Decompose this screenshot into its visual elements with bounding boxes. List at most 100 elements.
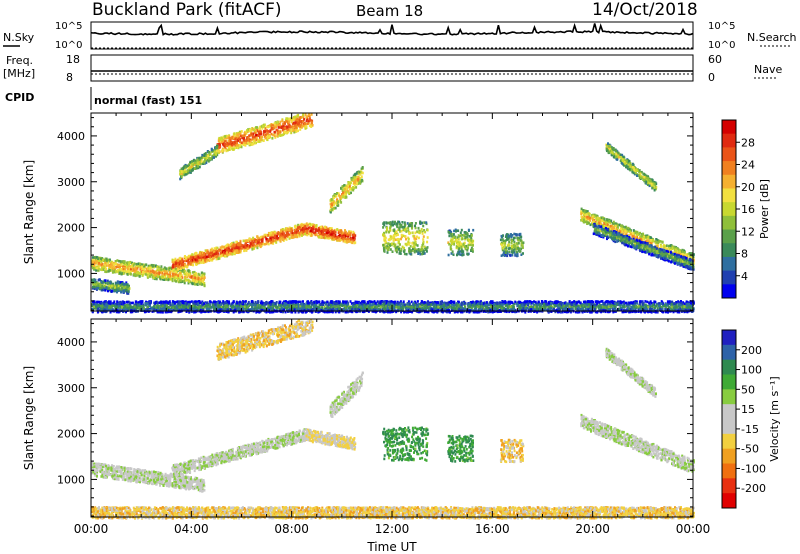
echo-cell	[243, 249, 246, 253]
echo-cell	[519, 236, 522, 239]
echo-cell	[239, 244, 242, 247]
echo-cell	[338, 229, 341, 232]
echo-cell	[173, 259, 176, 262]
echo-cell	[197, 255, 200, 259]
echo-cell	[280, 229, 283, 233]
echo-cell	[275, 125, 277, 129]
echo-cell	[508, 253, 511, 257]
echo-cell	[93, 264, 96, 267]
echo-cell	[520, 247, 523, 250]
echo-cell	[333, 232, 336, 236]
echo-cell	[344, 187, 346, 191]
echo-cell	[258, 237, 261, 240]
echo-cell	[259, 136, 261, 139]
echo-cell	[288, 117, 291, 121]
echo-cell	[189, 169, 192, 172]
echo-cell	[268, 135, 271, 138]
echo-cell	[511, 245, 513, 249]
echo-cell	[332, 196, 335, 199]
echo-cell	[456, 253, 458, 257]
echo-cell	[451, 242, 453, 245]
echo-cell	[293, 130, 296, 134]
freq-tick-18: 18	[66, 53, 80, 66]
echo-cell	[226, 141, 229, 145]
echo-cell	[181, 276, 184, 279]
echo-cell	[122, 267, 125, 271]
echo-cell	[198, 165, 201, 169]
echo-cell	[226, 251, 228, 254]
echo-cell	[260, 242, 263, 245]
echo-cell	[503, 254, 506, 257]
echo-cell	[213, 153, 216, 156]
echo-cell	[350, 191, 352, 195]
echo-cell	[98, 264, 101, 268]
echo-cell	[292, 234, 294, 237]
echo-cell	[252, 132, 255, 135]
echo-cell	[417, 251, 420, 255]
echo-cell	[222, 143, 224, 146]
echo-cell	[466, 253, 469, 256]
echo-cell	[105, 257, 108, 261]
echo-cell	[400, 233, 403, 237]
echo-cell	[116, 259, 119, 262]
echo-cell	[384, 240, 387, 244]
echo-cell	[361, 178, 364, 182]
echo-cell	[407, 229, 410, 232]
echo-cell	[206, 258, 209, 261]
echo-cell	[516, 233, 519, 236]
echo-cell	[168, 271, 171, 274]
echo-cell	[253, 141, 256, 144]
echo-cell	[468, 241, 471, 245]
echo-cell	[279, 131, 282, 134]
echo-cell	[300, 123, 303, 126]
echo-cell	[245, 239, 248, 242]
echo-cell	[252, 236, 255, 240]
echo-cell	[146, 271, 149, 275]
echo-cell	[273, 122, 276, 125]
echo-cell	[191, 282, 194, 286]
echo-cell	[190, 165, 193, 169]
echo-cell	[506, 252, 509, 255]
echo-cell	[632, 229, 635, 232]
echo-cell	[125, 270, 128, 273]
echo-cell	[157, 272, 160, 275]
echo-cell	[383, 237, 386, 240]
echo-cell	[345, 191, 348, 194]
echo-cell	[175, 275, 178, 279]
echo-cell	[137, 262, 140, 265]
echo-cell	[282, 127, 285, 130]
echo-cell	[614, 222, 617, 225]
echo-cell	[236, 247, 239, 251]
echo-cell	[349, 232, 352, 235]
echo-cell	[309, 229, 312, 233]
echo-cell	[515, 250, 518, 254]
echo-cell	[285, 229, 288, 232]
echo-cell	[309, 222, 312, 226]
echo-cell	[225, 244, 228, 247]
echo-cell	[224, 135, 227, 138]
echo-cell	[338, 237, 341, 241]
echo-cell	[632, 240, 635, 243]
echo-cell	[250, 245, 252, 249]
echo-cell	[285, 131, 287, 134]
echo-cell	[133, 262, 136, 265]
echo-cell	[171, 278, 174, 281]
echo-cell	[512, 249, 515, 252]
echo-cell	[279, 134, 282, 137]
echo-cell	[279, 120, 282, 124]
echo-cell	[93, 278, 96, 281]
echo-cell	[339, 195, 342, 199]
echo-cell	[92, 285, 94, 289]
echo-cell	[347, 231, 350, 234]
echo-cell	[110, 260, 113, 264]
echo-cell	[114, 266, 117, 270]
echo-cell	[229, 252, 232, 255]
echo-cell	[413, 236, 416, 240]
freq-panel-frame	[90, 54, 694, 82]
echo-cell	[195, 263, 198, 266]
echo-cell	[294, 235, 297, 238]
echo-cell	[458, 247, 461, 250]
echo-cell	[187, 256, 190, 259]
echo-cell	[290, 131, 293, 135]
echo-cell	[224, 255, 227, 258]
